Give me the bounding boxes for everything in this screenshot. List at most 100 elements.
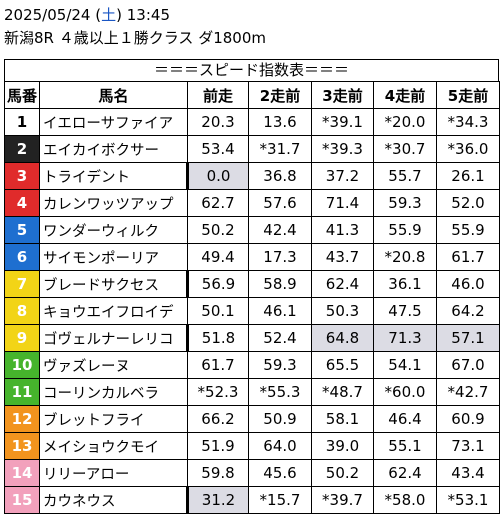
speed-index-cell: 62.7	[187, 189, 249, 217]
horse-number-cell: 14	[4, 459, 40, 487]
horse-name-cell: ブレットフライ	[39, 405, 188, 433]
speed-index-cell: 59.3	[373, 189, 437, 217]
horse-number-cell: 1	[4, 108, 40, 136]
speed-index-cell: 52.4	[248, 324, 312, 352]
speed-index-cell: *30.7	[373, 135, 437, 163]
table-row: 4 カレンワッツアップ 62.7 57.6 71.4 59.3 52.0	[4, 189, 500, 217]
table-row: 5 ワンダーウィルク 50.2 42.4 41.3 55.9 55.9	[4, 216, 500, 244]
day-prefix: (	[95, 6, 102, 24]
speed-index-cell: 53.4	[187, 135, 249, 163]
race-time: 13:45	[126, 6, 170, 24]
horse-number-cell: 8	[4, 297, 40, 325]
horse-number-cell: 15	[4, 486, 40, 514]
table-row: 3 トライデント 0.0 36.8 37.2 55.7 26.1	[4, 162, 500, 190]
col-header-prev1: 前走	[187, 81, 249, 109]
speed-index-cell: 51.9	[187, 432, 249, 460]
speed-index-cell: 46.1	[248, 297, 312, 325]
speed-index-cell: 26.1	[436, 162, 500, 190]
speed-index-cell: 73.1	[436, 432, 500, 460]
horse-name-cell: ワンダーウィルク	[39, 216, 188, 244]
speed-index-cell: 49.4	[187, 243, 249, 271]
date-time-line: 2025/05/24 (土) 13:45	[4, 4, 499, 27]
speed-index-cell: 50.1	[187, 297, 249, 325]
speed-index-cell: 58.1	[311, 405, 374, 433]
col-header-number: 馬番	[4, 81, 40, 109]
horse-name-cell: イエローサファイア	[39, 108, 188, 136]
speed-index-cell: 46.4	[373, 405, 437, 433]
speed-index-cell: *39.7	[311, 486, 374, 514]
speed-index-cell: *39.1	[311, 108, 374, 136]
speed-index-cell: 61.7	[436, 243, 500, 271]
table-body: 1 イエローサファイア 20.3 13.6 *39.1 *20.0 *34.3 2 エイカイボク…	[4, 108, 500, 514]
horse-number-cell: 4	[4, 189, 40, 217]
table-row: 1 イエローサファイア 20.3 13.6 *39.1 *20.0 *34.3	[4, 108, 500, 136]
col-header-prev5: 5走前	[436, 81, 500, 109]
horse-number-cell: 9	[4, 324, 40, 352]
speed-index-cell: 57.1	[436, 324, 500, 352]
speed-index-cell: *52.3	[187, 378, 249, 406]
horse-number-cell: 10	[4, 351, 40, 379]
speed-index-table: 馬番 馬名 前走 2走前 3走前 4走前 5走前 1 イエローサファイア 20.3 1…	[4, 81, 500, 514]
speed-index-cell: 46.0	[436, 270, 500, 298]
speed-index-cell: 36.1	[373, 270, 437, 298]
col-header-name: 馬名	[39, 81, 188, 109]
horse-name-cell: メイショウクモイ	[39, 432, 188, 460]
speed-index-cell: 17.3	[248, 243, 312, 271]
speed-index-cell: 0.0	[186, 162, 249, 190]
speed-index-cell: 56.9	[186, 270, 249, 298]
table-row: 2 エイカイボクサー 53.4 *31.7 *39.3 *30.7 *36.0	[4, 135, 500, 163]
table-header-row: 馬番 馬名 前走 2走前 3走前 4走前 5走前	[4, 81, 500, 109]
speed-index-cell: 62.4	[311, 270, 374, 298]
speed-index-cell: 41.3	[311, 216, 374, 244]
speed-index-cell: 43.4	[436, 459, 500, 487]
speed-index-cell: 60.9	[436, 405, 500, 433]
speed-index-cell: 20.3	[187, 108, 249, 136]
speed-index-cell: 55.9	[373, 216, 437, 244]
speed-index-cell: 67.0	[436, 351, 500, 379]
table-row: 8 キョウエイフロイデ 50.1 46.1 50.3 47.5 64.2	[4, 297, 500, 325]
horse-name-cell: キョウエイフロイデ	[39, 297, 188, 325]
horse-name-cell: コーリンカルベラ	[39, 378, 188, 406]
speed-index-cell: 31.2	[186, 486, 249, 514]
speed-index-cell: *20.0	[373, 108, 437, 136]
speed-index-cell: 55.1	[373, 432, 437, 460]
table-row: 15 カウネウス 31.2 *15.7 *39.7 *58.0 *53.1	[4, 486, 500, 514]
col-header-prev2: 2走前	[248, 81, 312, 109]
col-header-prev4: 4走前	[373, 81, 437, 109]
col-header-prev3: 3走前	[311, 81, 374, 109]
horse-number-cell: 3	[4, 162, 40, 190]
speed-index-cell: 61.7	[187, 351, 249, 379]
table-row: 13 メイショウクモイ 51.9 64.0 39.0 55.1 73.1	[4, 432, 500, 460]
speed-index-cell: 43.7	[311, 243, 374, 271]
horse-number-cell: 6	[4, 243, 40, 271]
horse-name-cell: ゴヴェルナーレリコ	[39, 324, 188, 352]
speed-index-cell: *34.3	[436, 108, 500, 136]
horse-number-cell: 11	[4, 378, 40, 406]
speed-index-cell: 54.1	[373, 351, 437, 379]
speed-index-cell: *15.7	[248, 486, 312, 514]
speed-index-cell: 37.2	[311, 162, 374, 190]
horse-name-cell: カウネウス	[39, 486, 188, 514]
speed-index-cell: 59.8	[187, 459, 249, 487]
speed-index-cell: 66.2	[187, 405, 249, 433]
speed-index-cell: 50.9	[248, 405, 312, 433]
horse-name-cell: エイカイボクサー	[39, 135, 188, 163]
speed-index-cell: 64.8	[311, 324, 374, 352]
table-row: 12 ブレットフライ 66.2 50.9 58.1 46.4 60.9	[4, 405, 500, 433]
speed-index-cell: 55.9	[436, 216, 500, 244]
speed-index-cell: *36.0	[436, 135, 500, 163]
speed-index-cell: 13.6	[248, 108, 312, 136]
table-row: 6 サイモンポーリア 49.4 17.3 43.7 *20.8 61.7	[4, 243, 500, 271]
table-row: 14 リリーアロー 59.8 45.6 50.2 62.4 43.4	[4, 459, 500, 487]
horse-number-cell: 12	[4, 405, 40, 433]
speed-index-cell: *20.8	[373, 243, 437, 271]
speed-index-cell: *55.3	[248, 378, 312, 406]
table-row: 9 ゴヴェルナーレリコ 51.8 52.4 64.8 71.3 57.1	[4, 324, 500, 352]
speed-index-cell: *53.1	[436, 486, 500, 514]
speed-index-cell: *48.7	[311, 378, 374, 406]
horse-number-cell: 2	[4, 135, 40, 163]
speed-index-cell: 50.2	[311, 459, 374, 487]
speed-index-cell: 65.5	[311, 351, 374, 379]
table-row: 10 ヴァズレーヌ 61.7 59.3 65.5 54.1 67.0	[4, 351, 500, 379]
horse-name-cell: ヴァズレーヌ	[39, 351, 188, 379]
